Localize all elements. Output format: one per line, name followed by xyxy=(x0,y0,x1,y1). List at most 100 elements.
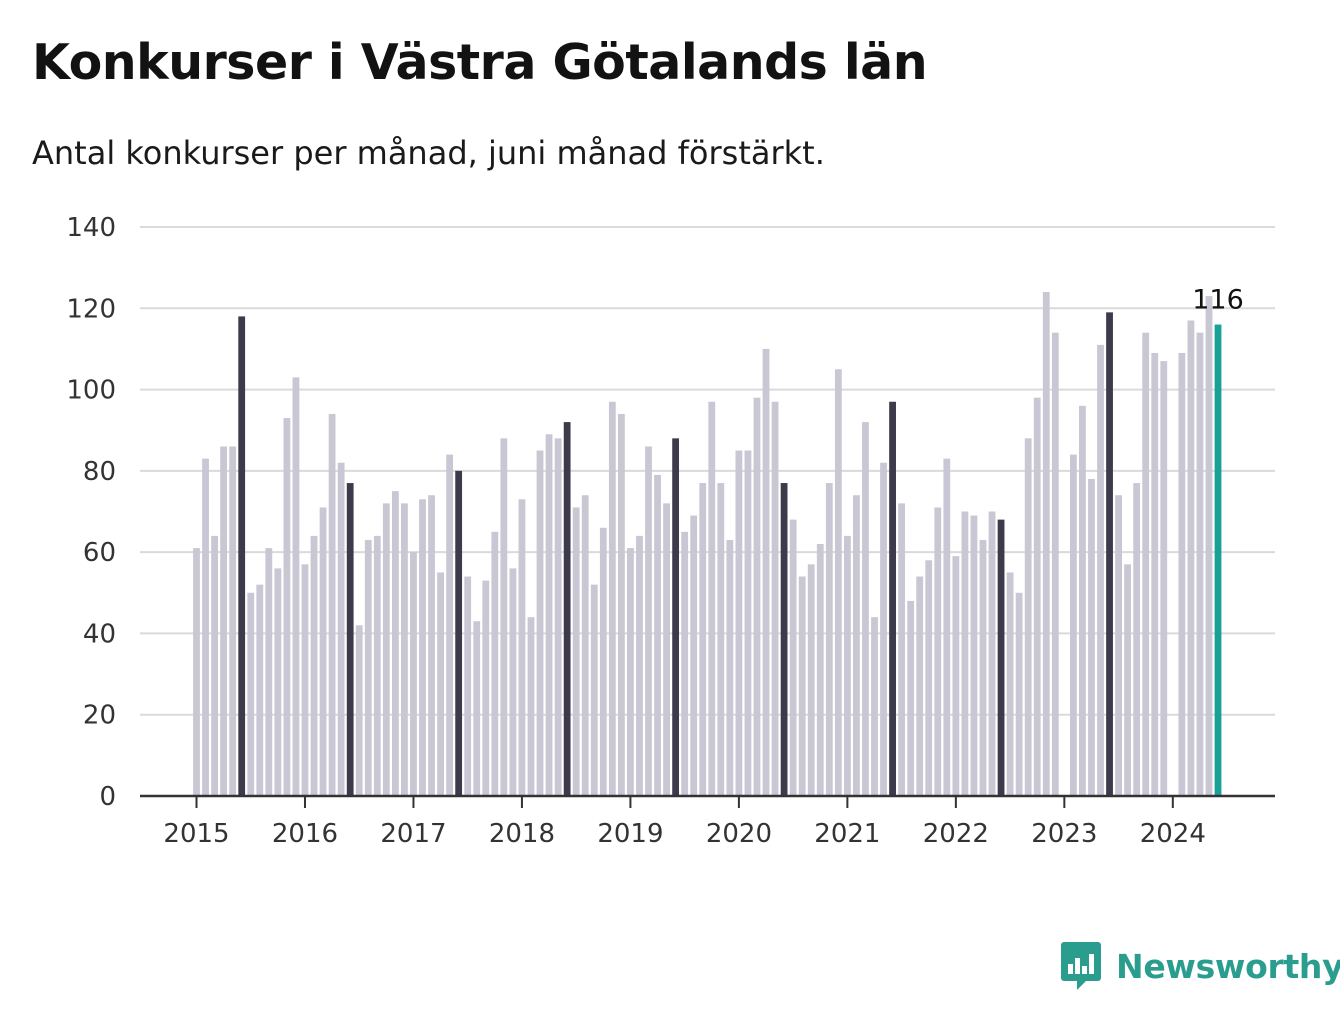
bar xyxy=(816,544,824,796)
bar xyxy=(717,483,725,796)
bar xyxy=(292,377,300,796)
bar xyxy=(599,527,607,796)
bar xyxy=(690,515,698,796)
newsworthy-logo: Newsworthy xyxy=(1060,940,1340,992)
y-tick-label: 0 xyxy=(99,782,116,812)
bar xyxy=(419,499,426,796)
bar xyxy=(238,316,246,796)
bar xyxy=(988,511,996,796)
chat-bar-chart-icon xyxy=(1061,942,1101,990)
bar xyxy=(310,535,318,796)
chart-subtitle: Antal konkurser per månad, juni månad fö… xyxy=(32,134,825,172)
bar xyxy=(1015,592,1023,796)
bar xyxy=(328,413,336,796)
bar xyxy=(1106,312,1113,796)
bar xyxy=(898,503,906,796)
bar xyxy=(672,438,680,796)
bar xyxy=(880,462,887,796)
bar xyxy=(744,450,752,796)
bar xyxy=(617,413,625,796)
y-tick-label: 100 xyxy=(66,376,116,406)
bar xyxy=(455,470,463,796)
bar xyxy=(193,548,200,796)
bar xyxy=(636,535,643,796)
bar xyxy=(491,531,499,796)
bar xyxy=(871,617,878,796)
bar xyxy=(545,434,553,796)
bar xyxy=(229,446,237,796)
y-tick-label: 60 xyxy=(83,538,116,568)
bar xyxy=(654,474,661,796)
bar xyxy=(527,617,535,796)
bar xyxy=(482,580,490,796)
bar xyxy=(355,625,363,796)
bar xyxy=(391,491,399,796)
x-tick-label: 2018 xyxy=(489,819,555,849)
chart-title: Konkurser i Västra Götalands län xyxy=(32,34,928,91)
bar xyxy=(256,584,264,796)
bar xyxy=(943,458,951,796)
bar xyxy=(1196,332,1204,796)
bar xyxy=(1142,332,1150,796)
bar xyxy=(464,576,472,796)
bar xyxy=(1124,564,1132,796)
bar xyxy=(518,499,526,796)
y-tick-label: 20 xyxy=(83,701,116,731)
bar xyxy=(970,515,978,796)
bar xyxy=(1006,572,1014,796)
bar xyxy=(862,422,869,796)
bar xyxy=(1178,352,1186,796)
bar xyxy=(1151,352,1159,796)
bar xyxy=(1051,332,1059,796)
x-tick-label: 2016 xyxy=(272,819,338,849)
bar xyxy=(410,552,417,796)
bar xyxy=(1033,397,1041,796)
bar xyxy=(220,446,228,796)
bar xyxy=(681,531,689,796)
bar xyxy=(1160,361,1168,796)
bar xyxy=(834,369,842,796)
bar xyxy=(825,483,833,796)
bar xyxy=(346,483,354,796)
bar xyxy=(1205,296,1213,796)
bar xyxy=(627,548,634,796)
x-tick-label: 2019 xyxy=(597,819,663,849)
brand-name: Newsworthy xyxy=(1116,946,1340,986)
bar xyxy=(1187,320,1195,796)
bar xyxy=(509,568,517,796)
bar xyxy=(889,401,896,796)
bar xyxy=(437,572,444,796)
bar xyxy=(1214,324,1222,796)
y-tick-label: 140 xyxy=(66,213,116,243)
bar xyxy=(907,600,915,796)
bar xyxy=(952,556,960,796)
bar xyxy=(1069,454,1077,796)
bar xyxy=(753,397,761,796)
bar xyxy=(590,584,598,796)
bar xyxy=(401,503,408,796)
bar xyxy=(211,535,218,796)
bar xyxy=(979,539,987,796)
x-tick-label: 2021 xyxy=(814,819,880,849)
bar xyxy=(554,438,562,796)
bar xyxy=(373,535,381,796)
bar xyxy=(708,401,716,796)
bar xyxy=(780,483,788,796)
bar xyxy=(446,454,454,796)
x-tick-label: 2024 xyxy=(1140,819,1206,849)
bar xyxy=(934,507,942,796)
x-tick-label: 2017 xyxy=(380,819,446,849)
bar xyxy=(1115,495,1122,796)
bar xyxy=(789,519,797,796)
bar xyxy=(1097,344,1104,796)
y-tick-label: 80 xyxy=(83,457,116,487)
bar xyxy=(265,548,273,796)
bar xyxy=(997,519,1005,796)
bar xyxy=(916,576,924,796)
bar xyxy=(563,422,571,796)
bar xyxy=(853,495,860,796)
bar xyxy=(536,450,544,796)
x-tick-label: 2015 xyxy=(163,819,229,849)
bar xyxy=(500,438,508,796)
bar xyxy=(925,560,933,796)
